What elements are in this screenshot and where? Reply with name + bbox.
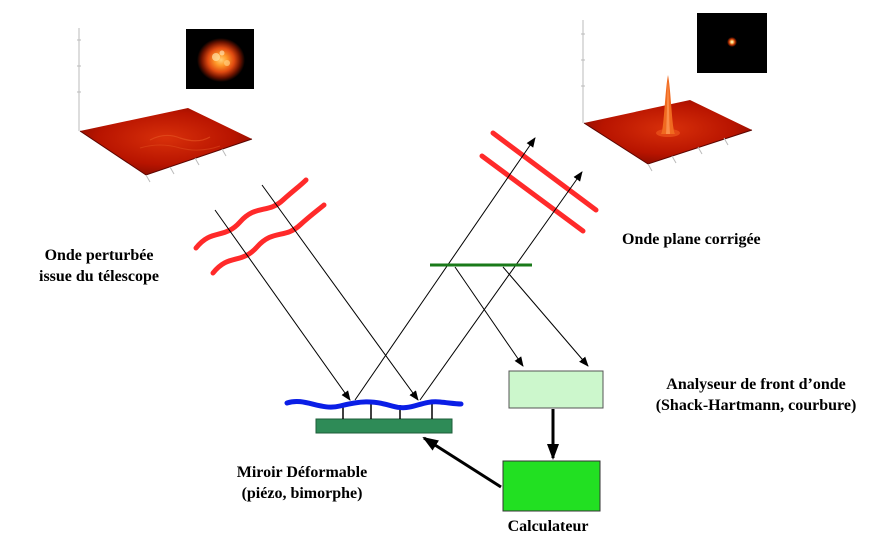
incoming-rays: [214, 184, 419, 401]
mirror-line-2: (piézo, bimorphe): [241, 485, 363, 502]
disturbed-wave-line-1: Onde perturbée: [44, 247, 154, 264]
wavefront-analyzer-label: Analyseur de front d’onde (Shack-Hartman…: [636, 374, 876, 416]
disturbed-wave-line-2: issue du télescope: [39, 268, 159, 285]
outgoing-rays: [354, 137, 583, 401]
computer-label: Calculateur: [507, 518, 589, 535]
mirror-line-1: Miroir Déformable: [236, 464, 368, 481]
wavefront-analyzer-box: [508, 370, 604, 409]
corrected-wave-label: Onde plane corrigée: [622, 231, 761, 248]
computer-to-mirror-arrow: [422, 436, 502, 489]
psf-after-image: [697, 13, 767, 73]
corrected-wavefronts: [479, 130, 599, 234]
surface-plot-before: [77, 28, 253, 183]
disturbed-wave-label: Onde perturbée issue du télescope: [10, 245, 188, 287]
analyzer-line-2: (Shack-Hartmann, courbure): [655, 397, 857, 414]
computer-box: [502, 460, 601, 512]
analyzer-line-1: Analyseur de front d’onde: [666, 376, 846, 393]
analyzer-rays: [454, 266, 589, 367]
deformable-mirror: [284, 399, 464, 434]
surface-plot-after: [581, 20, 753, 172]
psf-before-image: [186, 29, 254, 89]
deformable-mirror-label: Miroir Déformable (piézo, bimorphe): [222, 462, 382, 504]
disturbed-wavefronts: [193, 177, 327, 276]
